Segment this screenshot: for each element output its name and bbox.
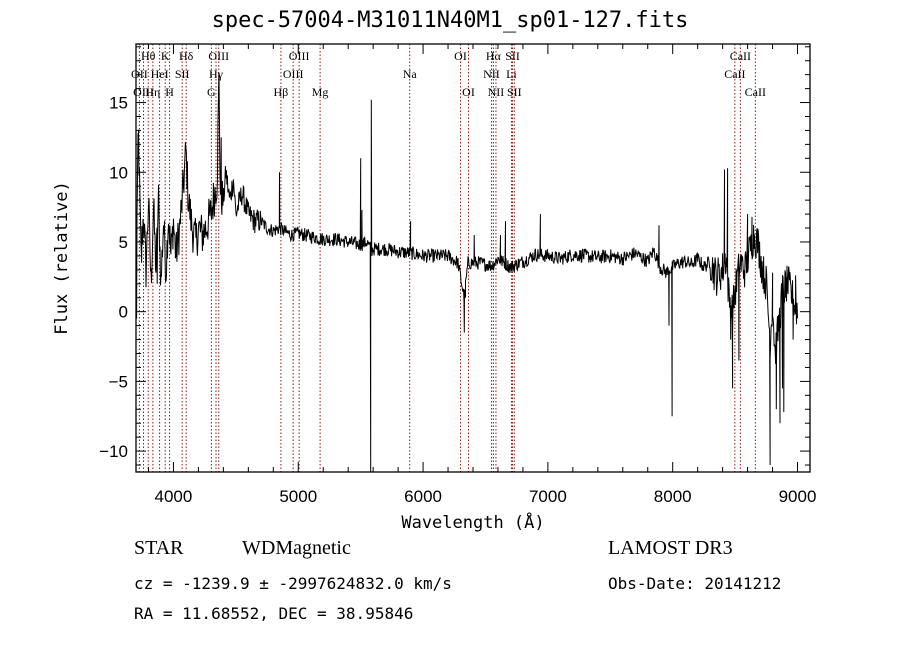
line-markers: HθOIIOIIIHηHeIKHSIIHδGHγOIIIHβOIIIOIIIMg…	[131, 44, 766, 472]
cz-readout: cz = -1239.9 ± -2997624832.0 km/s	[134, 574, 452, 593]
marker-label: Hθ	[141, 49, 156, 63]
obs-date: Obs-Date: 20141212	[608, 574, 782, 593]
flux-line	[135, 72, 798, 473]
x-tick-label: 5000	[279, 487, 317, 506]
marker-label: Hβ	[274, 85, 289, 99]
x-tick-label: 8000	[654, 487, 692, 506]
marker-label: CaII	[730, 49, 751, 63]
marker-label: OIII	[283, 67, 304, 81]
marker-label: H	[165, 85, 174, 99]
y-tick-label: 10	[109, 163, 128, 182]
marker-label: NII	[488, 85, 505, 99]
axes: 4000 5000 6000 7000 8000 9000 −10 −5 0 5 10 15	[99, 44, 816, 506]
marker-label: Hα	[486, 49, 502, 63]
marker-label: CaII	[724, 67, 745, 81]
y-tick-label: 15	[109, 94, 128, 113]
marker-label: OI	[462, 85, 475, 99]
marker-label: SII	[175, 67, 190, 81]
x-axis-label: Wavelength (Å)	[401, 511, 544, 533]
y-tick-label: 5	[119, 233, 128, 252]
marker-label: Mg	[312, 85, 329, 99]
marker-label: SII	[507, 85, 522, 99]
y-axis-label: Flux (relative)	[52, 181, 72, 335]
marker-label: Hγ	[209, 67, 224, 81]
chart-title: spec-57004-M31011N40M1_sp01-127.fits	[211, 8, 689, 33]
object-class: STAR	[134, 537, 184, 559]
marker-label: Hδ	[179, 49, 194, 63]
coordinates: RA = 11.68552, DEC = 38.95846	[134, 604, 414, 623]
x-tick-label: 6000	[404, 487, 442, 506]
x-tick-label: 4000	[155, 487, 193, 506]
marker-label: SII	[505, 49, 520, 63]
survey-label: LAMOST DR3	[608, 537, 733, 559]
flux-series	[135, 72, 798, 473]
marker-label: OII	[131, 67, 148, 81]
y-tick-label: −5	[109, 372, 128, 391]
marker-label: NII	[483, 67, 500, 81]
x-tick-label: 7000	[529, 487, 567, 506]
marker-label: OIII	[208, 49, 229, 63]
marker-label: Li	[506, 67, 517, 81]
y-tick-label: −10	[99, 442, 128, 461]
marker-label: CaII	[745, 85, 766, 99]
marker-label: G	[207, 85, 216, 99]
object-subclass: WDMagnetic	[242, 537, 351, 559]
marker-label: K	[161, 49, 170, 63]
marker-label: OI	[454, 49, 467, 63]
y-tick-label: 0	[119, 303, 128, 322]
marker-label: Na	[403, 67, 418, 81]
marker-label: Hη	[145, 85, 160, 99]
marker-label: HeI	[151, 67, 169, 81]
marker-label: OIII	[289, 49, 310, 63]
x-tick-label: 9000	[779, 487, 817, 506]
